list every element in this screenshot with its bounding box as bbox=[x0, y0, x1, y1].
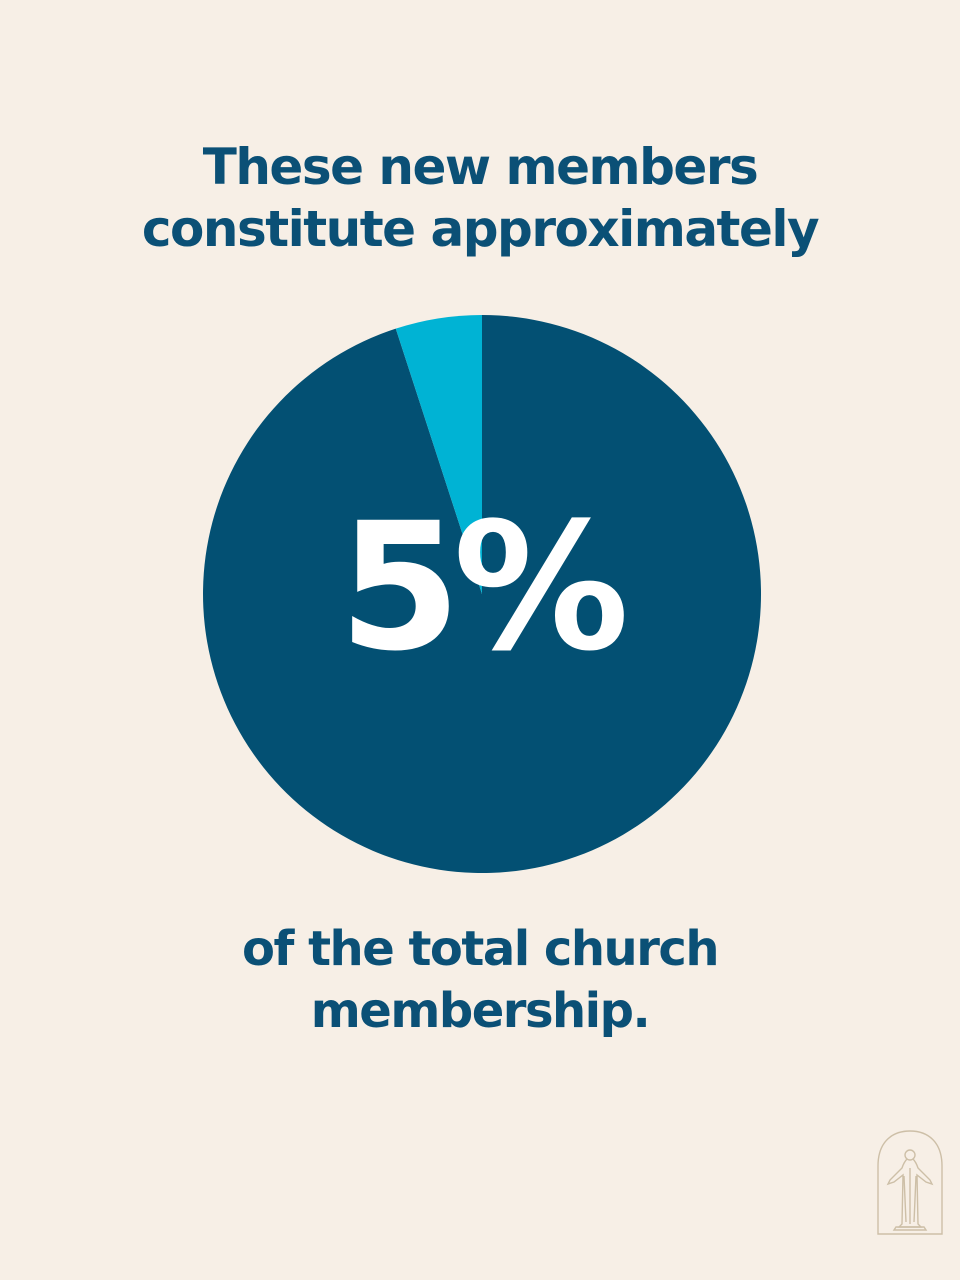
pie-slices bbox=[203, 315, 762, 873]
headline: These new members constitute approximate… bbox=[80, 136, 880, 260]
pie-slice-new-members bbox=[395, 315, 482, 594]
footer-line-2: membership. bbox=[310, 983, 651, 1039]
percent-data-label: 5% bbox=[338, 485, 630, 690]
christus-statue-arch-icon bbox=[877, 1130, 943, 1235]
footer-text: of the total church membership. bbox=[80, 918, 880, 1042]
headline-line-2: constitute approximately bbox=[141, 200, 820, 258]
footer-line-1: of the total church bbox=[242, 921, 719, 977]
headline-line-1: These new members bbox=[202, 138, 759, 196]
pie-slice-majority bbox=[203, 315, 762, 873]
